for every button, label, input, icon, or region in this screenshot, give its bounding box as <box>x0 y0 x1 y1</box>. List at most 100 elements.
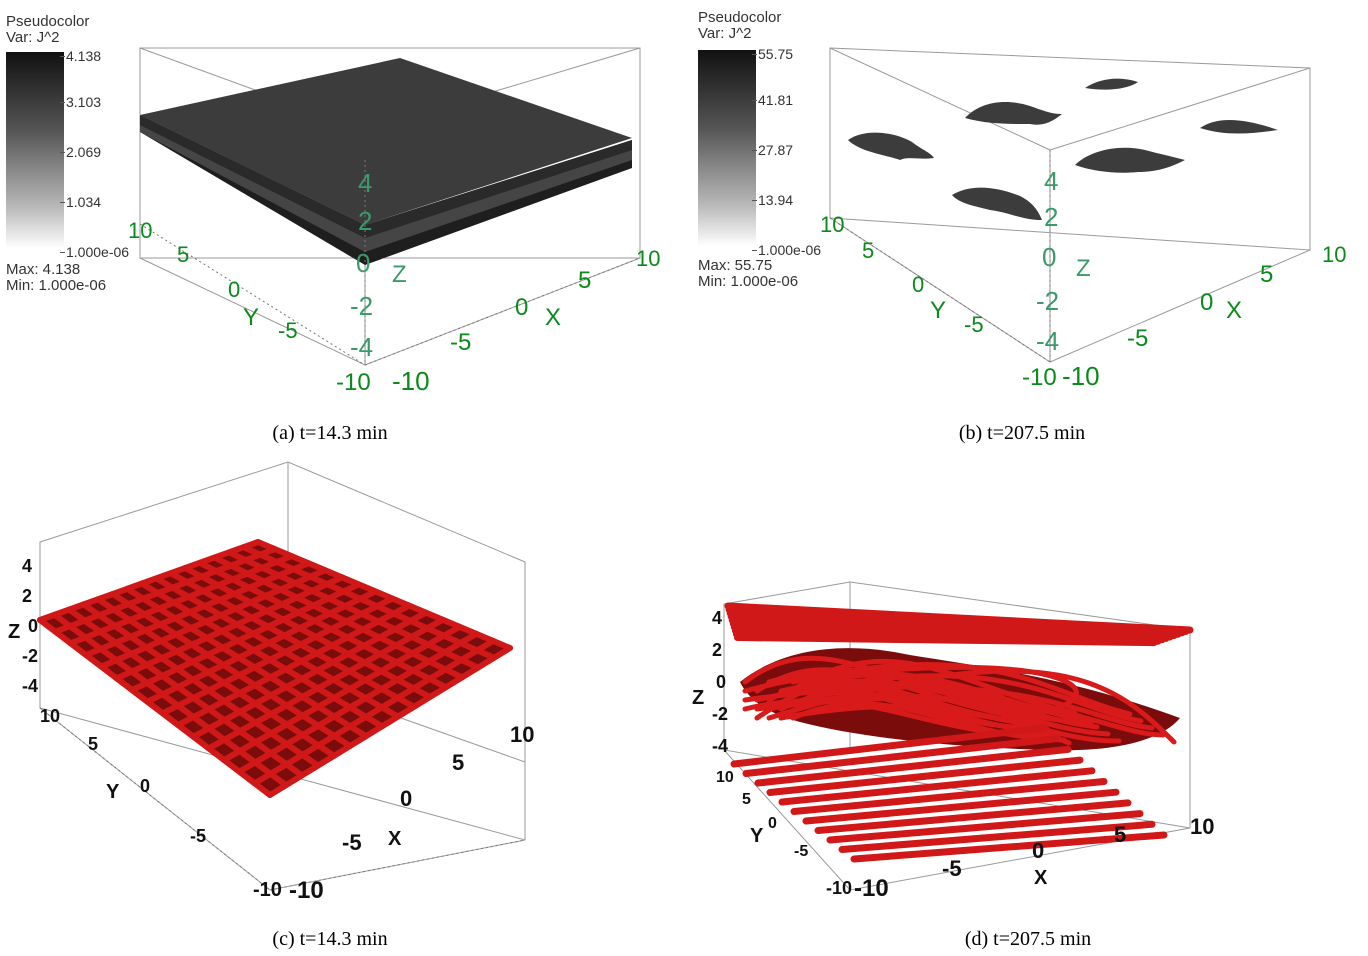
field-line-tube <box>778 767 1096 806</box>
y-axis-label: Y <box>243 304 259 331</box>
x-axis-label: X <box>1226 297 1242 324</box>
field-line-tubes-top <box>724 602 1194 647</box>
colorbar <box>6 52 64 248</box>
y-tick: -5 <box>190 826 206 846</box>
colorbar-tick: 1.000e-06 <box>59 244 130 260</box>
y-tick: 0 <box>768 815 777 832</box>
plot-3d-a: X Y Z -10 -5 0 5 10 10 5 0 -5 -10 4 2 0 … <box>128 47 660 396</box>
y-tick: 5 <box>177 242 189 267</box>
colorbar-tick: 13.94 <box>751 192 794 208</box>
field-line-tube <box>37 539 261 623</box>
y-tick: 10 <box>716 769 734 786</box>
x-tick: 0 <box>1032 838 1044 863</box>
y-tick: 0 <box>228 277 240 302</box>
current-sheet-surface <box>140 58 632 265</box>
y-tick: 10 <box>128 218 152 243</box>
field-line-tube <box>225 549 481 671</box>
field-line-tube <box>802 687 1050 732</box>
z-tick: 0 <box>28 616 38 636</box>
field-line-tube <box>124 585 369 740</box>
field-line-tube <box>255 539 513 651</box>
field-line-tube <box>98 567 329 670</box>
z-tick: 4 <box>358 168 372 198</box>
field-line-tube <box>138 580 385 730</box>
z-tick: -2 <box>350 291 373 321</box>
z-tick: 2 <box>358 206 372 236</box>
caption-b: (b) t=207.5 min <box>958 422 1086 444</box>
field-line-tube <box>754 745 1072 787</box>
field-line-tube <box>159 595 396 717</box>
field-line-tube <box>52 546 278 635</box>
y-tick: -10 <box>336 369 371 396</box>
legend-max: Max: 55.75 <box>698 257 773 274</box>
field-line-tube <box>51 611 289 789</box>
field-line-tube <box>190 609 429 740</box>
z-axis-label: Z <box>692 687 704 709</box>
field-line-tube <box>67 553 295 647</box>
z-tick: 2 <box>712 640 722 660</box>
field-line-tubes <box>37 539 513 798</box>
x-tick: -10 <box>289 877 324 904</box>
y-tick: -5 <box>278 318 298 343</box>
field-line-tube <box>80 601 321 769</box>
legend-max: Max: 4.138 <box>6 261 81 278</box>
y-axis-label: Y <box>106 781 120 803</box>
field-line-tube <box>205 616 446 752</box>
field-line-tube <box>221 623 463 763</box>
x-tick: -5 <box>942 856 962 881</box>
z-tick: 4 <box>1044 166 1058 196</box>
field-line-tube <box>790 778 1108 815</box>
field-line-tube <box>778 678 1094 726</box>
x-axis-label: X <box>388 828 402 850</box>
colorbar-tick: 1.034 <box>59 194 102 210</box>
field-line-tube <box>766 756 1084 796</box>
field-line-tube <box>826 810 1144 844</box>
x-tick: -10 <box>1062 361 1100 391</box>
field-line-tube <box>790 676 1039 725</box>
field-line-tube <box>240 544 497 661</box>
y-tick: 5 <box>862 238 874 263</box>
z-tick: 0 <box>1042 242 1056 272</box>
x-tick: 10 <box>1190 814 1214 839</box>
field-line-tube <box>733 634 1158 647</box>
z-tick: 4 <box>712 608 722 628</box>
x-tick: -5 <box>450 329 471 356</box>
colorbar-tick: 1.000e-06 <box>751 242 822 258</box>
x-tick: 0 <box>515 294 528 321</box>
z-tick: -4 <box>22 676 38 696</box>
field-line-tube <box>838 820 1156 853</box>
x-tick: 5 <box>578 267 591 294</box>
field-line-tube <box>742 735 1060 777</box>
x-tick: 10 <box>510 722 534 747</box>
field-line-tube <box>251 637 497 787</box>
y-axis-label: Y <box>930 297 946 324</box>
z-tick: -2 <box>712 704 728 724</box>
field-line-tube <box>850 831 1168 863</box>
z-tick: -2 <box>1036 286 1059 316</box>
y-tick: -10 <box>826 878 852 898</box>
legend-title: Pseudocolor <box>698 9 782 26</box>
field-line-tube <box>144 588 379 705</box>
z-tick: 2 <box>1044 202 1058 232</box>
field-line-tube <box>236 630 480 775</box>
colorbar-tick: 27.87 <box>751 142 794 158</box>
field-line-tube <box>766 667 1083 719</box>
legend-variable: Var: J^2 <box>698 25 752 42</box>
y-axis-label: Y <box>750 825 764 847</box>
x-tick: 5 <box>1260 261 1273 288</box>
panel-c: X Y Z -10 -5 0 5 10 10 5 0 -5 -10 4 2 0 … <box>0 450 680 910</box>
y-tick: 5 <box>88 734 98 754</box>
x-tick: -10 <box>392 366 430 396</box>
colorbar-legend-b: Pseudocolor Var: J^2 55.75 41.81 27.87 1… <box>698 10 838 300</box>
z-axis-label: Z <box>8 621 20 643</box>
legend-title: Pseudocolor <box>6 13 90 30</box>
x-tick: 0 <box>1200 289 1213 316</box>
x-tick: 0 <box>400 786 412 811</box>
field-line-tube <box>37 617 273 798</box>
z-tick: -4 <box>712 736 728 756</box>
y-tick: 0 <box>912 272 924 297</box>
z-tick: 4 <box>22 556 32 576</box>
legend-min: Min: 1.000e-06 <box>6 277 107 294</box>
z-tick: 0 <box>356 248 370 278</box>
y-tick: -5 <box>964 312 984 337</box>
